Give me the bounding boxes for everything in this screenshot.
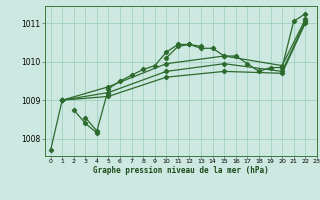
X-axis label: Graphe pression niveau de la mer (hPa): Graphe pression niveau de la mer (hPa) bbox=[93, 166, 269, 175]
